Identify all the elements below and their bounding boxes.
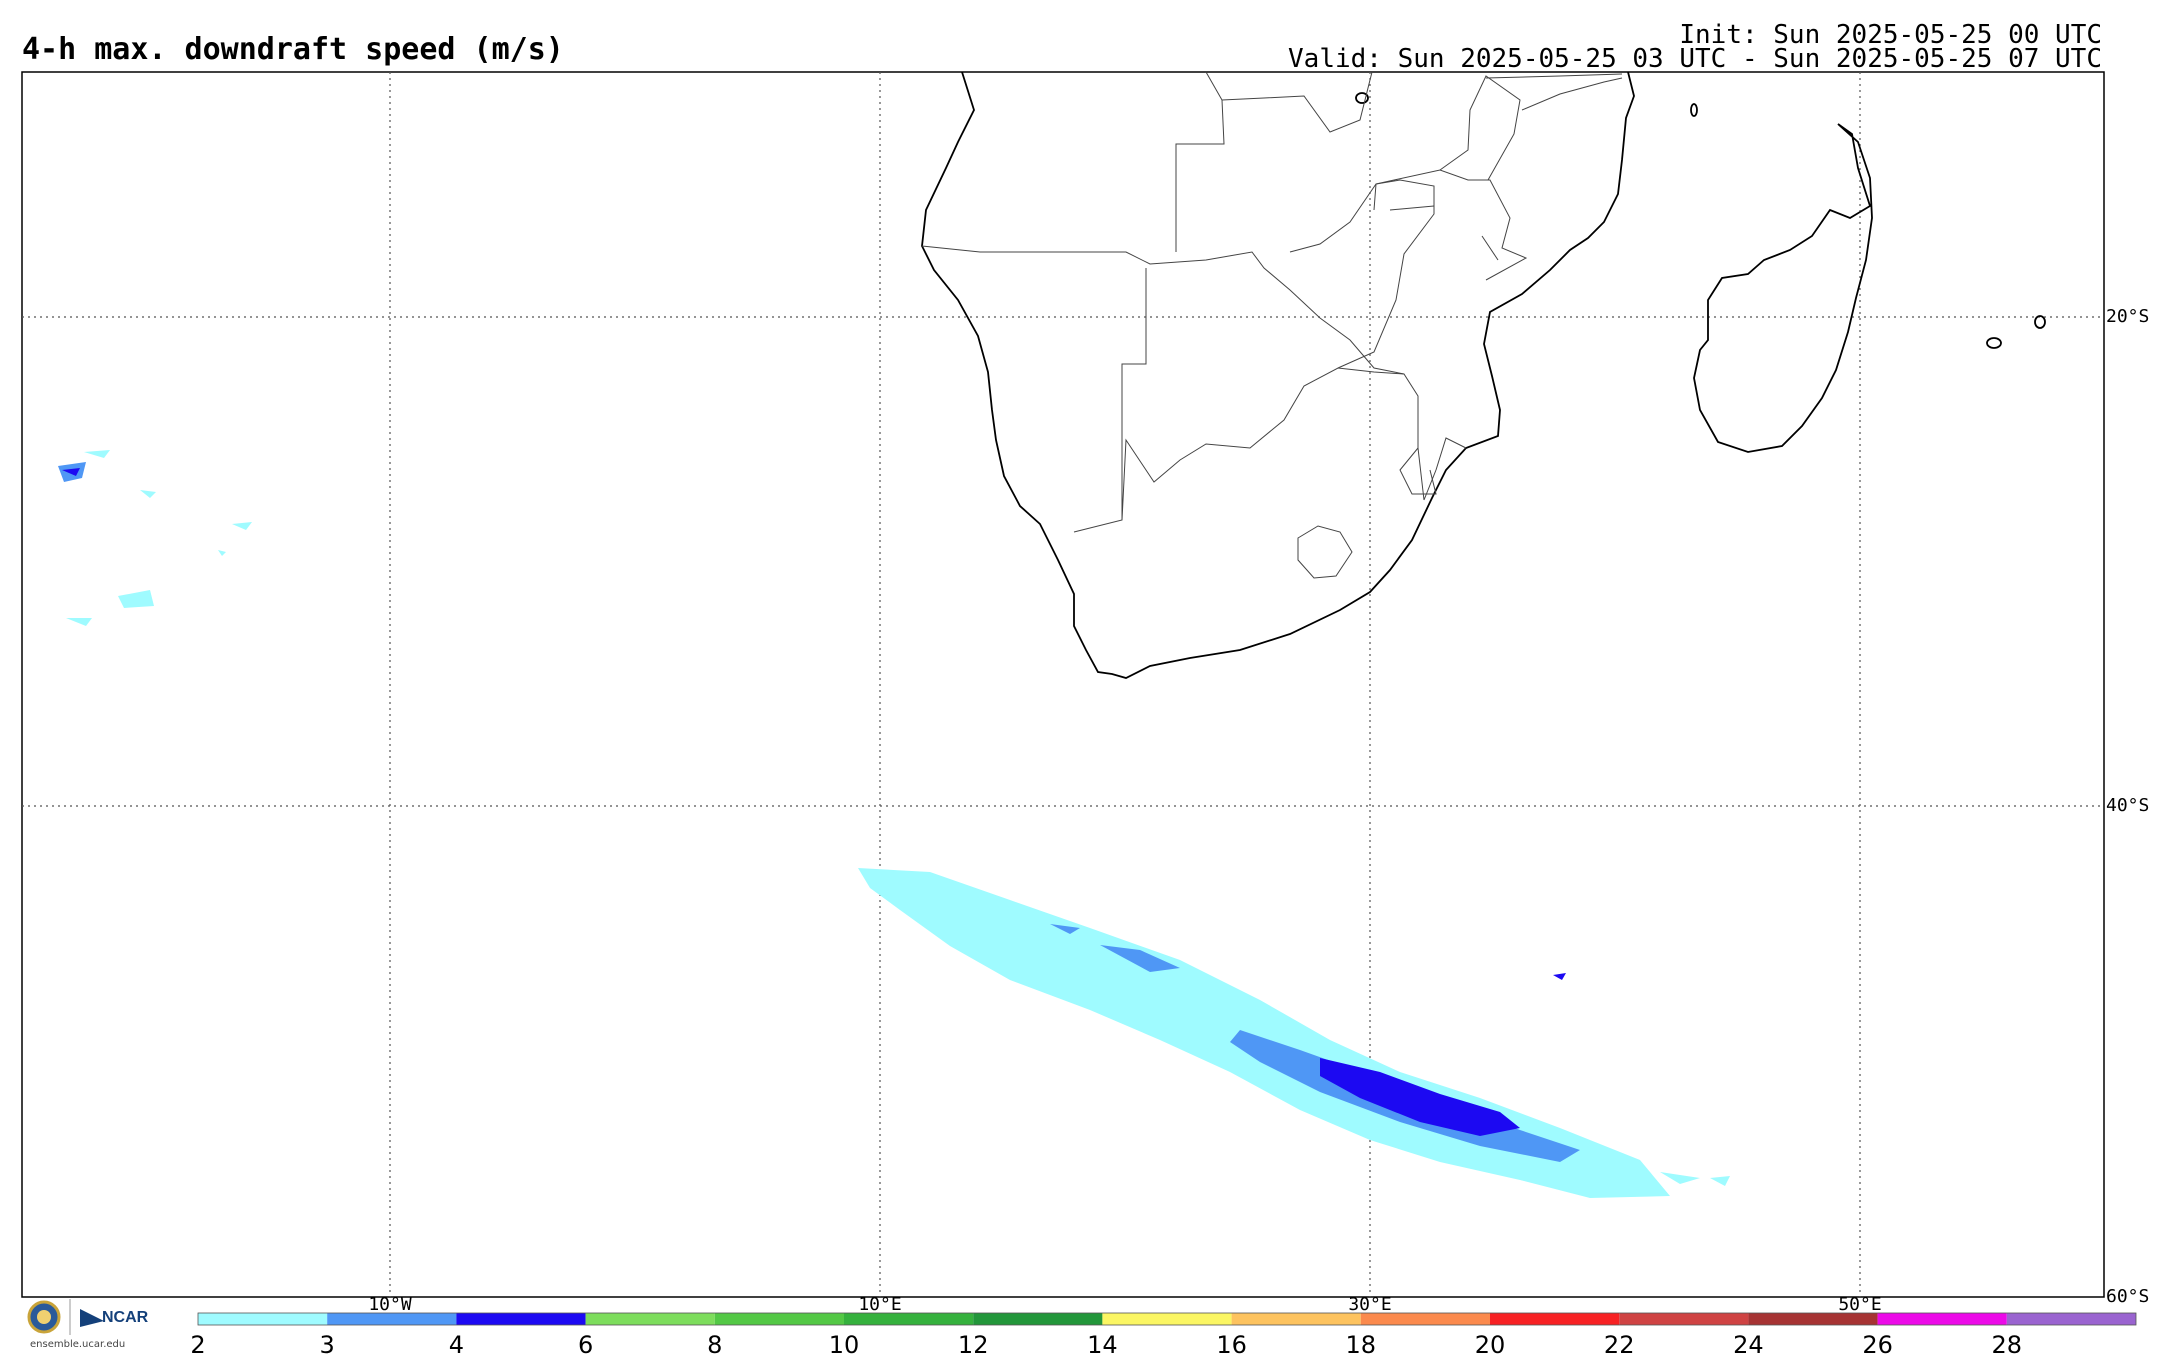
colorbar-swatch <box>1231 1313 1361 1325</box>
init-time: Init: Sun 2025-05-25 00 UTC <box>1679 20 2102 50</box>
colorbar-swatch <box>844 1313 974 1325</box>
lat-label-40s: 40°S <box>2106 795 2149 816</box>
lat-label-60s: 60°S <box>2106 1286 2149 1307</box>
colorbar-swatch <box>1360 1313 1490 1325</box>
ncar-mark-icon <box>80 1309 104 1327</box>
colorbar-swatch <box>714 1313 844 1325</box>
lon-label-10w: 10°W <box>368 1294 412 1315</box>
colorbar-tick-label: 16 <box>1216 1331 1247 1354</box>
map-frame <box>21 71 2105 1298</box>
lon-label-10e: 10°E <box>858 1294 901 1315</box>
graticule <box>22 72 2104 1297</box>
valid-time: Valid: Sun 2025-05-25 03 UTC - Sun 2025-… <box>1288 44 2102 74</box>
lon-label-50e: 50°E <box>1838 1294 1881 1315</box>
lat-label-20s: 20°S <box>2106 306 2149 327</box>
colorbar-tick-label: 6 <box>578 1331 593 1354</box>
colorbar-swatch <box>1748 1313 1878 1325</box>
mauritius-island <box>2034 315 2046 329</box>
colorbar-tick-label: 2 <box>190 1331 205 1354</box>
colorbar-tick-label: 12 <box>958 1331 989 1354</box>
colorbar: 2 3 4 6 8 10 12 14 16 18 20 22 24 26 28 <box>190 1312 2137 1354</box>
colorbar-tick-label: 3 <box>320 1331 335 1354</box>
colorbar-swatch <box>456 1313 586 1325</box>
ncar-wordmark: NCAR <box>102 1309 149 1326</box>
colorbar-swatch <box>198 1313 328 1325</box>
colorbar-tick-label: 18 <box>1346 1331 1377 1354</box>
lon-labels: 10°W 10°E 30°E 50°E <box>368 1294 1881 1315</box>
colorbar-tick-label: 14 <box>1087 1331 1118 1354</box>
colorbar-tick-label: 20 <box>1475 1331 1506 1354</box>
downdraft-speckles-west <box>58 450 252 626</box>
colorbar-swatch <box>973 1313 1103 1325</box>
reunion-island <box>1986 337 2002 349</box>
africa-coast <box>921 71 1635 679</box>
colorbar-tick-label: 26 <box>1862 1331 1893 1354</box>
ncar-logo: NCAR ensemble.ucar.edu <box>24 1297 164 1353</box>
madagascar-coast <box>1693 123 1873 453</box>
colorbar-swatch <box>1619 1313 1749 1325</box>
colorbar-swatch <box>1102 1313 1232 1325</box>
country-borders <box>921 71 1623 579</box>
lake-island <box>1355 92 1369 104</box>
logo-url: ensemble.ucar.edu <box>30 1339 126 1350</box>
colorbar-swatch <box>1877 1313 2007 1325</box>
map-title: 4-h max. downdraft speed (m/s) <box>22 32 564 67</box>
colorbar-swatch <box>585 1313 715 1325</box>
lon-label-30e: 30°E <box>1348 1294 1391 1315</box>
colorbar-swatch <box>2006 1313 2136 1325</box>
colorbar-tick-label: 24 <box>1733 1331 1764 1354</box>
lat-labels: 20°S 40°S 60°S <box>2106 306 2149 1307</box>
downdraft-streak <box>858 868 1730 1198</box>
colorbar-tick-label: 8 <box>707 1331 722 1354</box>
colorbar-outline <box>197 1312 2137 1326</box>
colorbar-tick-label: 28 <box>1992 1331 2023 1354</box>
colorbar-tick-label: 4 <box>449 1331 464 1354</box>
colorbar-tick-label: 22 <box>1604 1331 1635 1354</box>
comoros-island <box>1690 103 1698 117</box>
colorbar-swatch <box>1490 1313 1620 1325</box>
nsf-seal-icon <box>27 1299 71 1335</box>
coastlines <box>921 71 2046 679</box>
colorbar-tick-label: 10 <box>829 1331 860 1354</box>
colorbar-swatch <box>327 1313 457 1325</box>
